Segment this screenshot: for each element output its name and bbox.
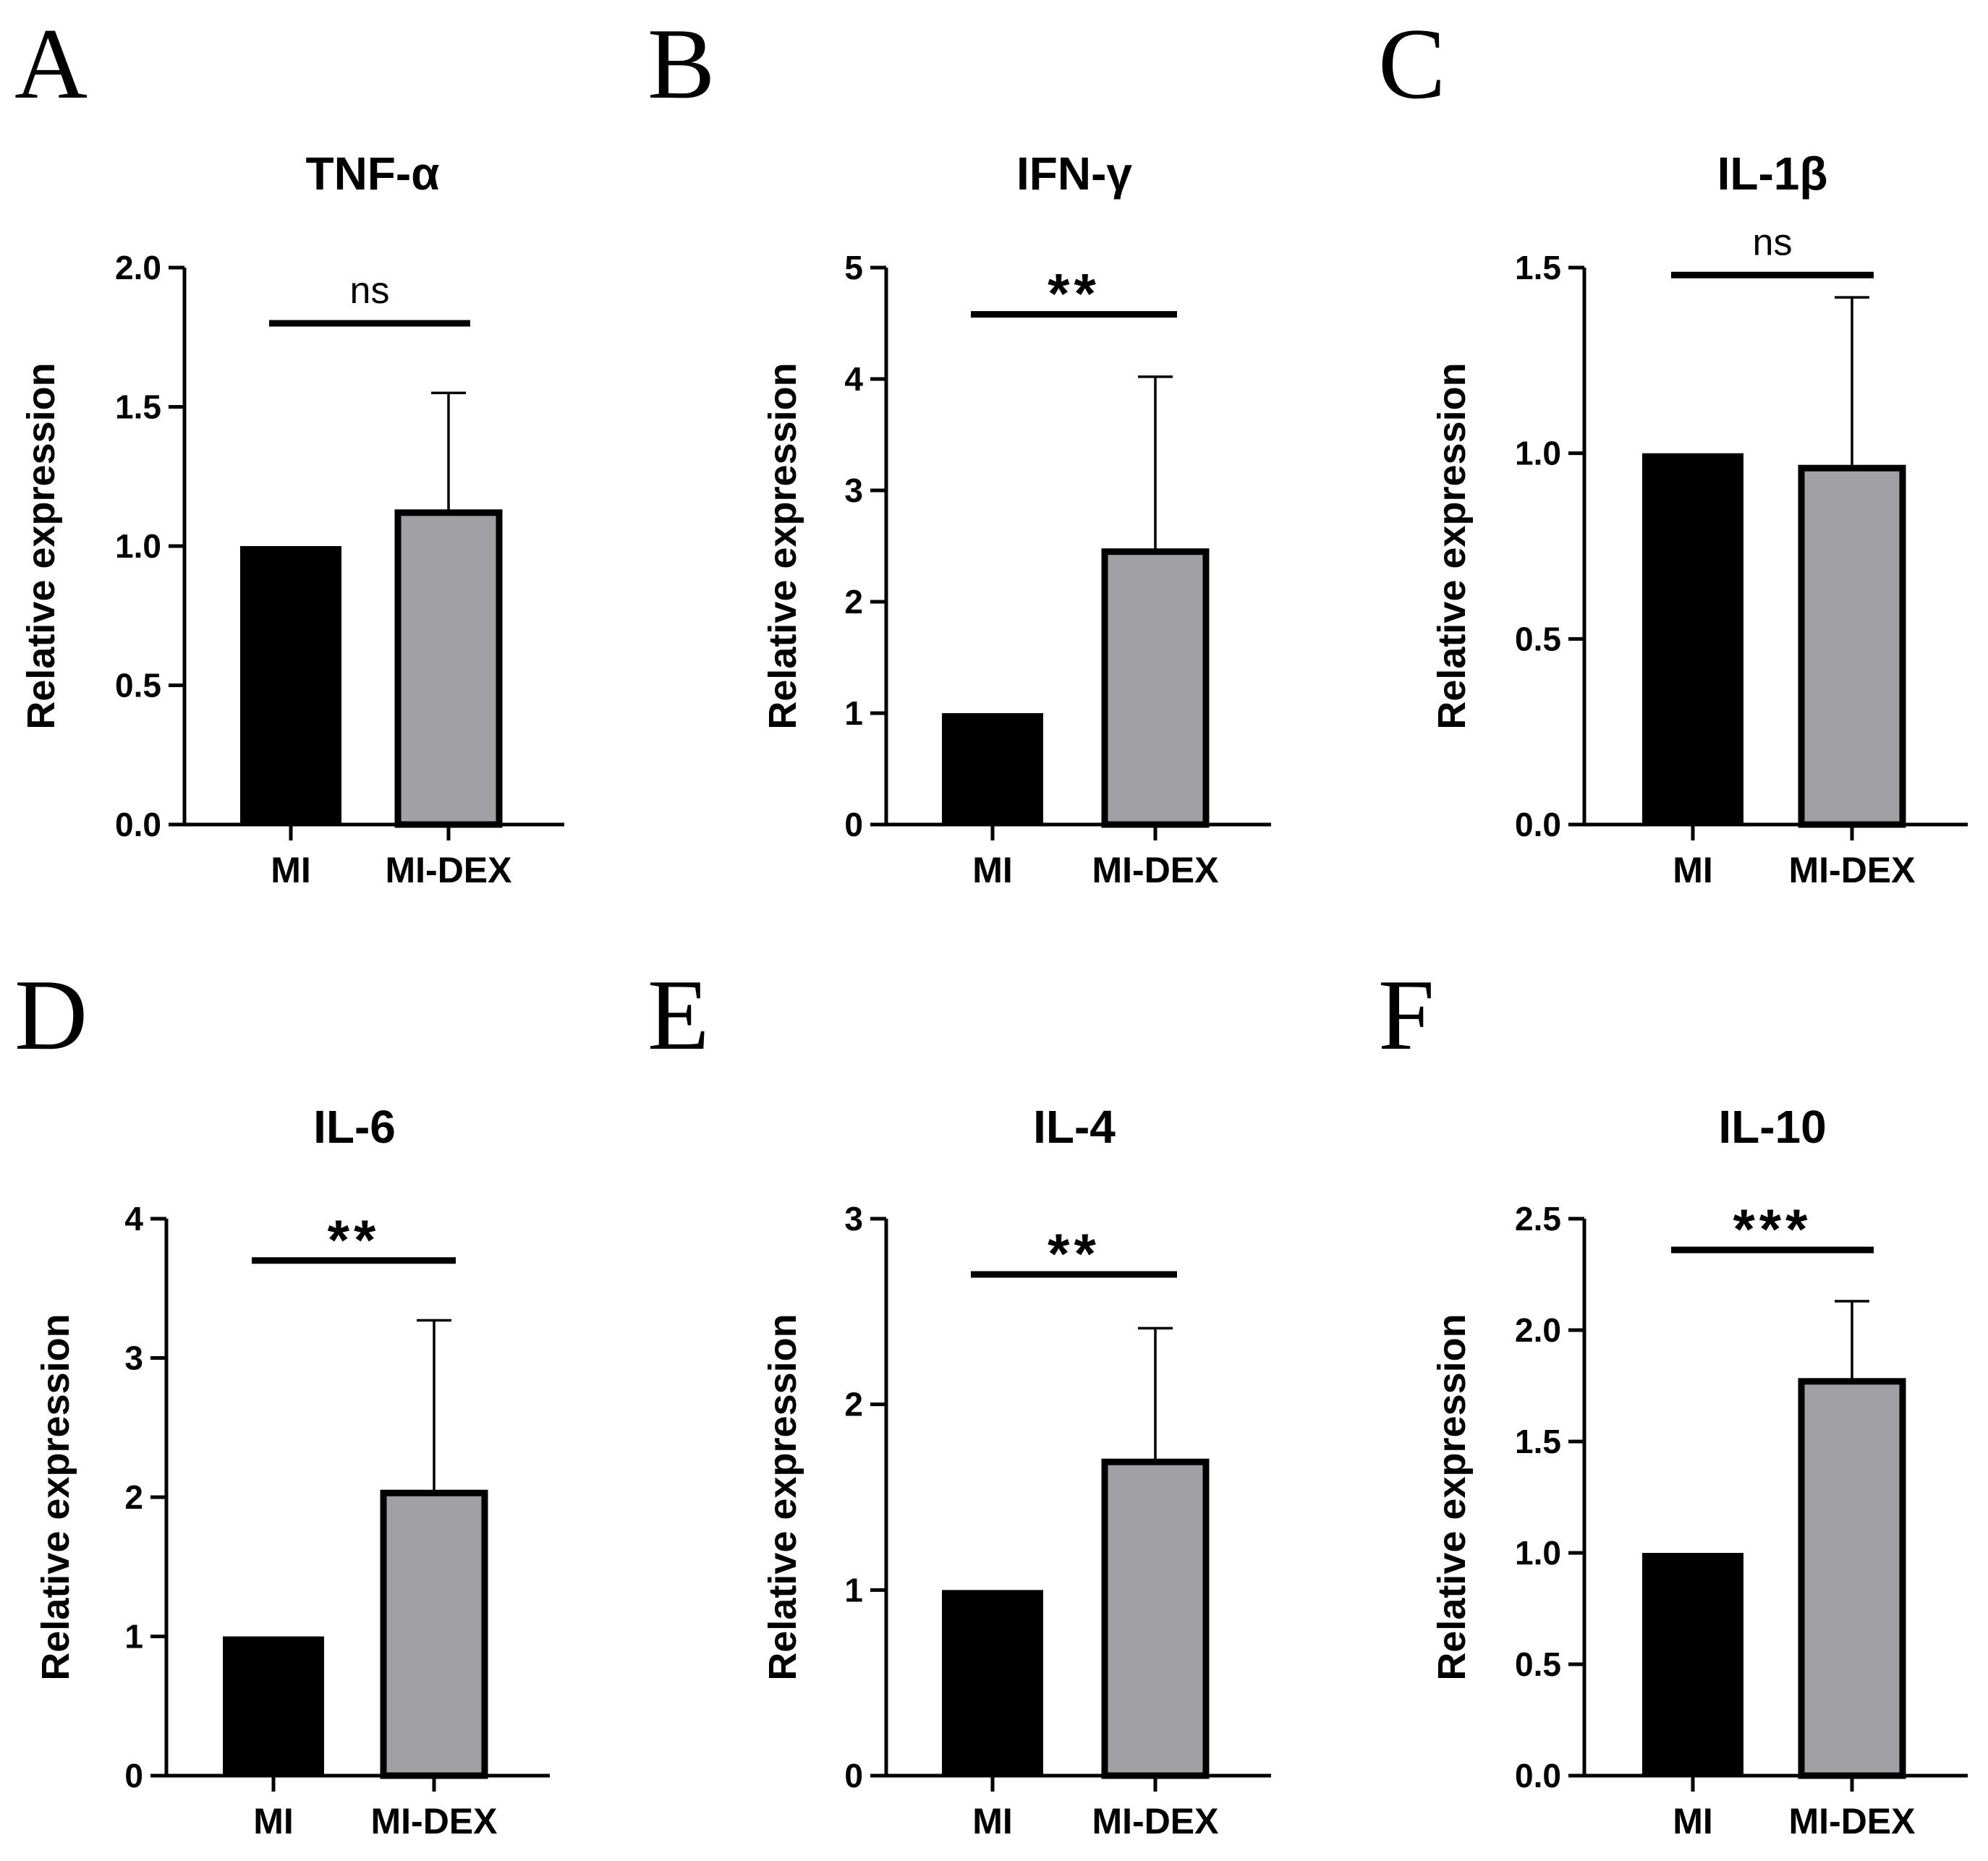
chart-title: TNF-α <box>305 148 439 200</box>
y-axis-label: Relative expression <box>20 362 63 729</box>
bar-mi <box>240 546 341 825</box>
x-category-label: MI <box>972 1801 1013 1841</box>
y-axis-label: Relative expression <box>761 362 804 729</box>
x-category-label: MI-DEX <box>386 850 512 890</box>
chart-title: IL-6 <box>313 1101 396 1153</box>
y-tick-label: 1 <box>844 694 863 732</box>
panel-letter: E <box>647 959 710 1071</box>
x-category-label: MI <box>271 850 311 890</box>
bar-mi-dex <box>1798 1378 1906 1779</box>
y-tick-label: 0.5 <box>1515 1645 1561 1683</box>
bar-mi <box>942 1590 1043 1776</box>
y-axis-label: Relative expression <box>1430 1313 1474 1680</box>
y-tick-label: 1.5 <box>1515 1423 1561 1460</box>
y-tick-label: 0.5 <box>115 667 161 704</box>
bar-mi-dex <box>1798 464 1906 828</box>
x-category-label: MI-DEX <box>371 1801 498 1841</box>
y-tick-label: 3 <box>124 1340 143 1377</box>
panel-letter: B <box>647 8 715 120</box>
panel-letter: A <box>14 8 88 120</box>
y-tick-label: 5 <box>844 249 863 286</box>
x-category-label: MI-DEX <box>1092 1801 1219 1841</box>
y-tick-label: 2.0 <box>1515 1311 1561 1349</box>
y-tick-label: 1.5 <box>1515 249 1561 286</box>
bar-mi <box>223 1636 324 1776</box>
chart-title: IL-4 <box>1033 1101 1116 1153</box>
panel-letter: D <box>14 959 88 1071</box>
x-category-label: MI <box>1673 850 1713 890</box>
y-tick-label: 4 <box>124 1200 143 1238</box>
x-category-label: MI-DEX <box>1092 850 1219 890</box>
y-tick-label: 0 <box>844 806 863 843</box>
y-tick-label: 3 <box>844 1200 863 1238</box>
y-tick-label: 0.5 <box>1515 620 1561 657</box>
bar-mi <box>1642 453 1743 825</box>
y-tick-label: 1 <box>844 1571 863 1609</box>
y-tick-label: 1.0 <box>1515 1534 1561 1572</box>
y-tick-label: 0.0 <box>115 806 161 843</box>
y-tick-label: 2.5 <box>1515 1200 1561 1238</box>
x-category-label: MI <box>1673 1801 1713 1841</box>
bar-mi <box>942 713 1043 825</box>
y-tick-label: 1.5 <box>115 388 161 426</box>
chart-title: IFN-γ <box>1016 148 1132 200</box>
y-axis-label: Relative expression <box>34 1313 77 1680</box>
bar-mi-dex <box>1101 1458 1210 1779</box>
y-tick-label: 0 <box>124 1757 143 1794</box>
bar-mi-dex <box>380 1489 488 1779</box>
y-tick-label: 1.0 <box>1515 435 1561 472</box>
bar-mi-dex <box>394 509 503 828</box>
significance-label: ns <box>1753 221 1793 263</box>
y-tick-label: 0 <box>844 1757 863 1794</box>
y-tick-label: 0.0 <box>1515 1757 1561 1794</box>
y-tick-label: 3 <box>844 472 863 509</box>
significance-label: ** <box>1048 1222 1100 1285</box>
significance-label: *** <box>1733 1197 1811 1261</box>
x-category-label: MI <box>972 850 1013 890</box>
y-axis-label: Relative expression <box>761 1313 804 1680</box>
y-tick-label: 2 <box>844 1386 863 1423</box>
bar-mi-dex <box>1101 548 1210 828</box>
significance-label: ** <box>328 1208 381 1272</box>
y-axis-label: Relative expression <box>1430 362 1474 729</box>
y-tick-label: 2 <box>844 583 863 621</box>
x-category-label: MI <box>253 1801 294 1841</box>
y-tick-label: 4 <box>844 360 863 398</box>
bar-mi <box>1642 1553 1743 1776</box>
panel-letter: F <box>1378 959 1435 1071</box>
significance-label: ** <box>1048 262 1100 325</box>
panel-letter: C <box>1378 8 1445 120</box>
x-category-label: MI-DEX <box>1789 850 1916 890</box>
significance-label: ns <box>350 270 390 312</box>
y-tick-label: 0.0 <box>1515 806 1561 843</box>
chart-title: IL-10 <box>1718 1101 1826 1153</box>
x-category-label: MI-DEX <box>1789 1801 1916 1841</box>
y-tick-label: 2.0 <box>115 249 161 286</box>
y-tick-label: 1.0 <box>115 527 161 565</box>
y-tick-label: 2 <box>124 1478 143 1516</box>
chart-title: IL-1β <box>1717 148 1828 200</box>
y-tick-label: 1 <box>124 1618 143 1656</box>
